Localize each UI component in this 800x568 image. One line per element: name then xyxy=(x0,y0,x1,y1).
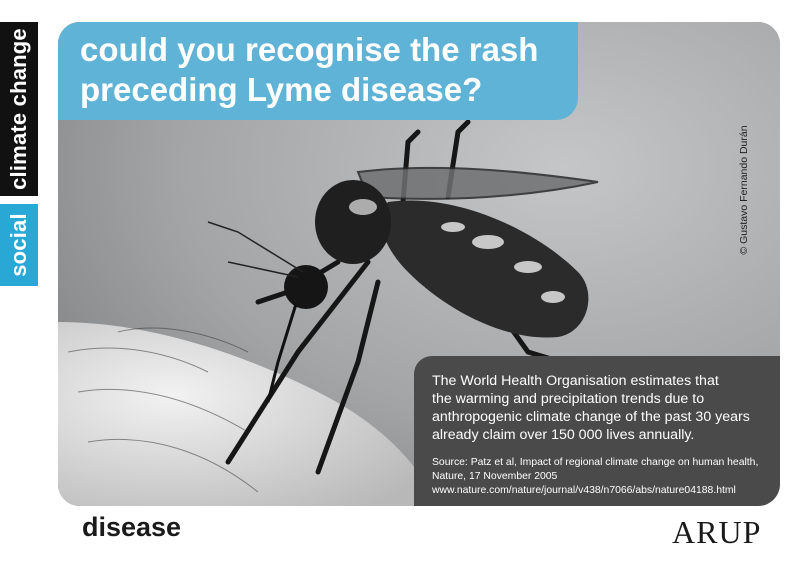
headline-line-1: could you recognise the rash xyxy=(80,31,539,68)
headline-line-2: preceding Lyme disease? xyxy=(80,71,483,108)
photo-credit-text: © Gustavo Fernando Durán xyxy=(738,125,750,255)
category-label-social: social xyxy=(6,213,32,277)
info-panel: The World Health Organisation estimates … xyxy=(414,356,780,506)
info-line-4: already claim over 150 000 lives annuall… xyxy=(432,427,695,443)
headline-banner: could you recognise the rash preceding L… xyxy=(58,22,578,120)
arup-logo: ARUP xyxy=(672,514,762,550)
info-line-1: The World Health Organisation estimates … xyxy=(432,373,719,389)
info-source: Source: Patz et al, Impact of regional c… xyxy=(432,456,777,498)
headline: could you recognise the rash preceding L… xyxy=(80,30,580,110)
source-line-2: Nature, 17 November 2005 xyxy=(432,471,558,482)
info-statement: The World Health Organisation estimates … xyxy=(432,372,772,444)
info-line-2: the warming and precipitation trends due… xyxy=(432,391,705,407)
source-line-1: Source: Patz et al, Impact of regional c… xyxy=(432,457,759,468)
info-line-3: anthropogenic climate change of the past… xyxy=(432,409,750,425)
category-tab-social: social xyxy=(0,204,38,286)
category-tab-climate-change: climate change xyxy=(0,22,38,196)
photo-card: could you recognise the rash preceding L… xyxy=(58,22,780,506)
topic-label: disease xyxy=(82,512,182,542)
category-tab: climate change social xyxy=(0,22,38,286)
source-url: www.nature.com/nature/journal/v438/n7066… xyxy=(432,485,736,496)
category-label-climate-change: climate change xyxy=(6,28,32,190)
